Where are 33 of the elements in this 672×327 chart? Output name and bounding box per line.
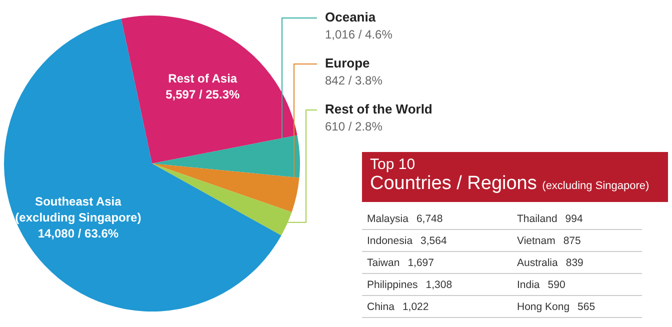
data-label: 1,022 xyxy=(402,300,429,312)
data-label: 6,748 xyxy=(416,212,443,224)
data-label: 1,016 / 4.6% xyxy=(325,27,393,42)
text: Countries / Regions xyxy=(370,173,537,194)
slice-label: Southeast Asia (excluding Singapore) xyxy=(15,194,142,224)
data-label: 1,697 xyxy=(408,256,434,268)
data-label: 565 xyxy=(578,300,596,312)
category-label: Taiwan xyxy=(367,256,400,268)
data-label: 14,080 / 63.6% xyxy=(38,226,119,240)
data-label: 5,597 / 25.3% xyxy=(166,87,240,102)
text: Top 10 xyxy=(370,156,416,173)
category-label: India xyxy=(517,278,540,290)
category-label: Vietnam xyxy=(517,234,556,246)
data-label: 3,564 xyxy=(420,234,447,246)
category-label: Hong Kong xyxy=(517,300,570,312)
category-label: Philippines xyxy=(367,278,418,290)
category-label: Indonesia xyxy=(367,234,413,246)
data-label: 610 / 2.8% xyxy=(325,119,383,134)
text: (excluding Singapore) xyxy=(542,180,650,192)
data-label: 994 xyxy=(565,212,583,224)
slice-label: Oceania xyxy=(325,10,376,25)
data-label: 839 xyxy=(566,256,584,268)
slice-label: Europe xyxy=(325,56,370,71)
category-label: Thailand xyxy=(517,212,558,224)
data-label: 842 / 3.8% xyxy=(325,73,383,88)
data-label: 590 xyxy=(548,278,566,290)
data-label: 1,308 xyxy=(426,278,452,290)
category-label: China xyxy=(367,300,394,312)
data-label: 875 xyxy=(563,234,581,246)
category-label: Malaysia xyxy=(367,212,408,224)
category-label: Australia xyxy=(517,256,558,268)
slice-label: Rest of the World xyxy=(325,102,432,117)
slice-label: Rest of Asia xyxy=(168,71,238,86)
